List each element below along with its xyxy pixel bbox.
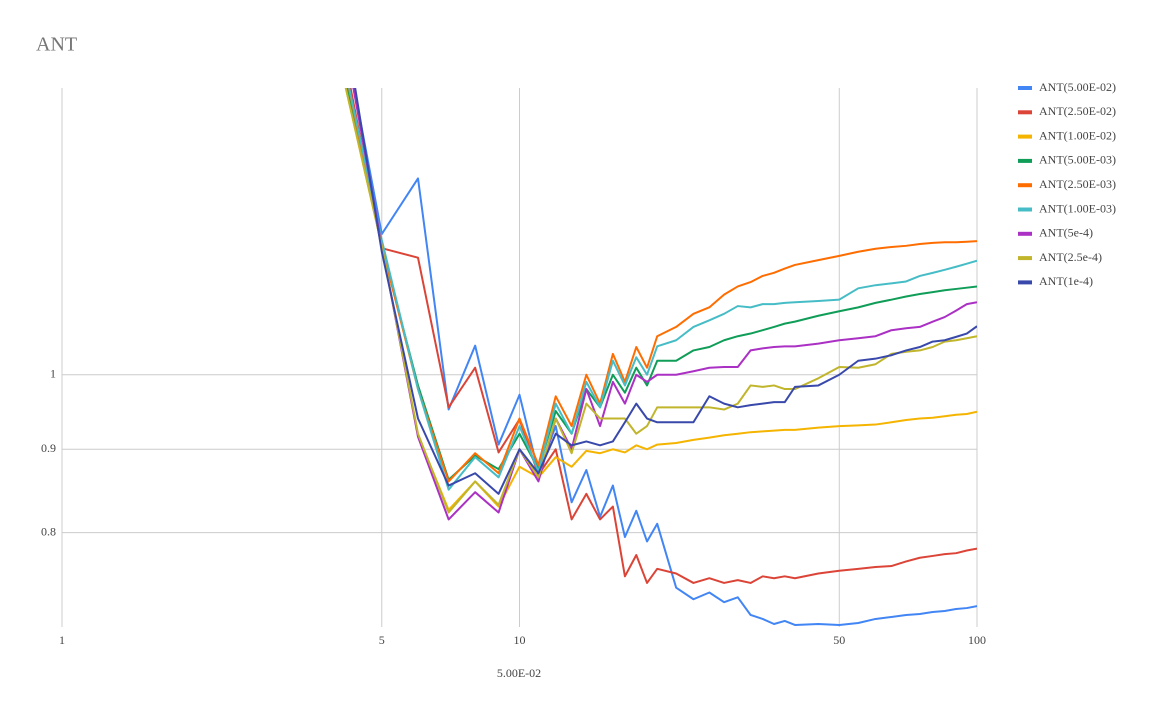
series-line [347,88,977,483]
legend-label: ANT(2.50E-03) [1039,177,1116,191]
y-tick-label: 0.9 [41,441,56,455]
x-tick-label: 50 [833,633,845,647]
x-tick-label: 100 [968,633,986,647]
legend-label: ANT(1.00E-02) [1039,128,1116,142]
series-line [344,88,977,514]
legend-label: ANT(5.00E-02) [1039,80,1116,94]
legend-label: ANT(1.00E-03) [1039,201,1116,215]
chart-title: ANT [36,34,77,56]
legend-label: ANT(5.00E-03) [1039,153,1116,167]
series-line [344,88,977,511]
legend-label: ANT(5e-4) [1039,226,1093,240]
x-axis-title: 5.00E-02 [497,666,541,680]
legend-label: ANT(2.50E-02) [1039,104,1116,118]
y-tick-label: 1 [50,367,56,381]
legend-label: ANT(1e-4) [1039,274,1093,288]
series-line [349,88,977,584]
series-line [348,88,977,491]
x-tick-label: 5 [379,633,385,647]
legend-label: ANT(2.5e-4) [1039,250,1102,264]
series-line [346,88,977,481]
x-tick-label: 10 [514,633,526,647]
series-line [354,88,977,495]
plot-area [344,88,977,626]
series-line [353,88,977,626]
x-tick-label: 1 [59,633,65,647]
legend: ANT(5.00E-02) ANT(2.50E-02) ANT(1.00E-02) A… [1018,80,1116,288]
y-tick-label: 0.8 [41,524,56,538]
